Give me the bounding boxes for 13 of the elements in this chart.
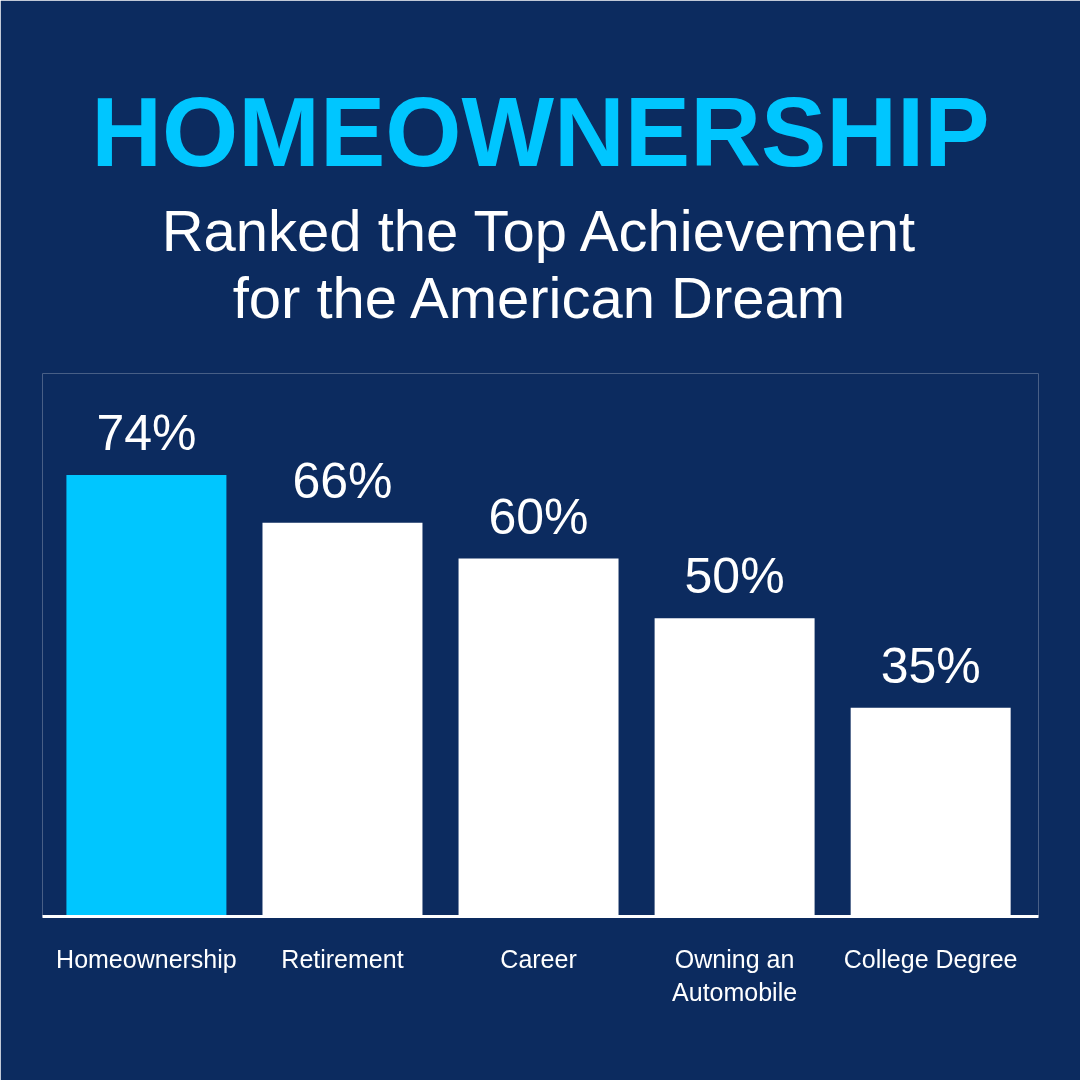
x-tick-label: Owning an Automobile xyxy=(672,944,798,1007)
data-label: 74% xyxy=(96,405,197,462)
data-label: 60% xyxy=(488,488,589,545)
x-tick-label: Retirement xyxy=(281,944,404,973)
data-label: 50% xyxy=(684,548,785,605)
bar xyxy=(66,475,227,917)
x-tick-label: College Degree xyxy=(843,944,1018,973)
x-tick-label: Career xyxy=(500,944,577,973)
x-tick-label: Homeownership xyxy=(56,944,237,973)
text: Ranked the Top Achievement for the American Dream xyxy=(161,197,916,330)
chart-title: HOMEOWNERSHIP xyxy=(91,76,990,187)
data-label: 66% xyxy=(292,452,393,509)
data-label: 35% xyxy=(880,637,981,694)
